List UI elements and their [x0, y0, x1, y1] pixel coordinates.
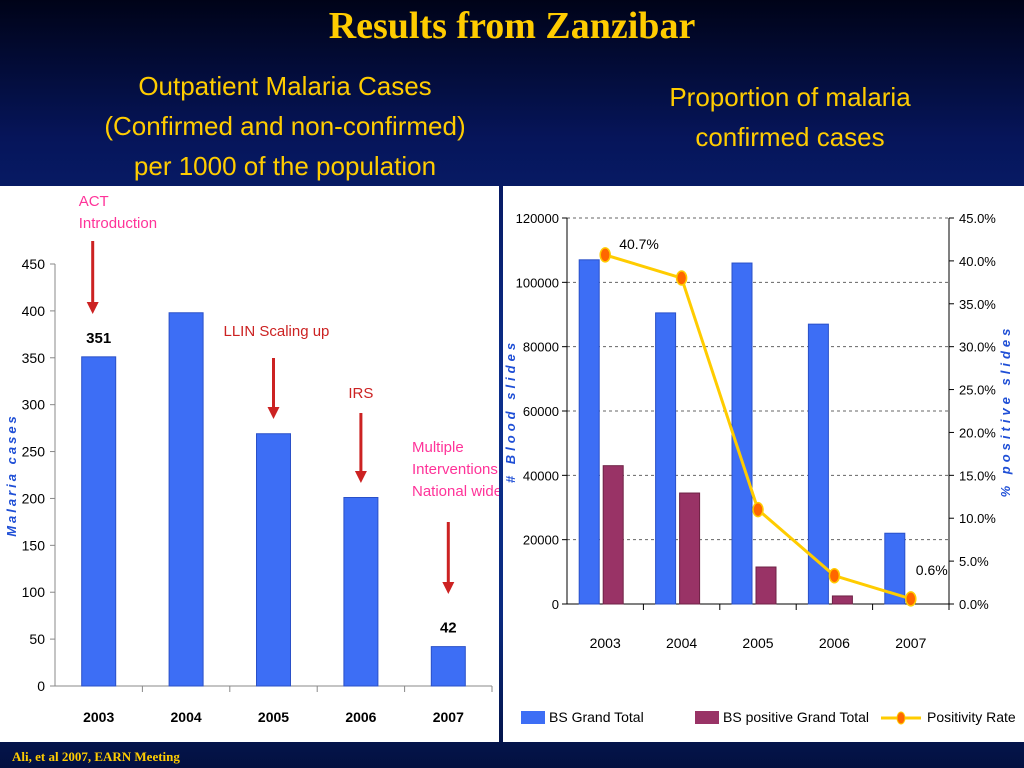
slide-title: Results from Zanzibar	[328, 5, 696, 47]
annotation-arrow-head	[354, 471, 367, 483]
annotation-text: ACT	[79, 193, 109, 210]
y-tick-label: 200	[22, 490, 46, 506]
left-heading-line: Outpatient Malaria Cases	[138, 71, 432, 101]
annotation-text: National wide	[412, 483, 499, 500]
y-tick-label: 20000	[523, 533, 559, 548]
x-tick-label: 2007	[895, 635, 926, 651]
bar	[256, 433, 291, 687]
y-tick-label: 250	[22, 444, 46, 460]
x-tick-label: 2004	[171, 709, 202, 725]
y-tick-label: 450	[22, 256, 46, 272]
y2-tick-label: 25.0%	[959, 383, 996, 398]
bar-bs-grand-total	[884, 532, 906, 605]
y-tick-label: 40000	[523, 468, 559, 483]
y2-tick-label: 20.0%	[959, 425, 996, 440]
bar-bs-positive	[755, 566, 777, 605]
annotation-text: LLIN Scaling up	[224, 323, 330, 340]
data-label: 42	[440, 620, 457, 637]
y2-tick-label: 15.0%	[959, 468, 996, 483]
x-tick-label: 2007	[433, 709, 464, 725]
y-tick-label: 100000	[516, 275, 559, 290]
annotation-arrow-head	[86, 302, 99, 314]
y-axis-label: # Blood slides	[503, 339, 518, 483]
y2-tick-label: 40.0%	[959, 254, 996, 269]
x-tick-label: 2003	[83, 709, 114, 725]
bar-bs-positive	[602, 465, 624, 605]
positivity-rate-point	[828, 567, 841, 584]
positivity-rate-point	[752, 501, 764, 518]
y2-tick-label: 35.0%	[959, 297, 996, 312]
y-tick-label: 50	[29, 631, 45, 647]
legend-swatch	[521, 711, 545, 724]
y-tick-label: 100	[22, 584, 46, 600]
annotation-arrow-head	[442, 582, 455, 594]
y-axis-label: Malaria cases	[4, 413, 19, 537]
y-tick-label: 350	[22, 350, 46, 366]
confirmed-cases-chart-panel: 0 20000 40000 60000 80000 100000 120000 0.0% 5.0…	[503, 186, 1024, 742]
bar	[343, 497, 379, 687]
y-tick-label: 60000	[523, 404, 559, 419]
positivity-rate-point	[599, 247, 611, 263]
y-tick-label: 0	[552, 597, 559, 612]
annotation-text: Multiple	[412, 439, 464, 456]
bar	[81, 356, 117, 687]
bar-bs-grand-total	[578, 259, 600, 605]
citation-footer: Ali, et al 2007, EARN Meeting	[12, 749, 180, 764]
legend-label: BS Grand Total	[549, 709, 644, 725]
y-tick-label: 0	[37, 678, 45, 694]
legend-swatch	[695, 711, 719, 724]
positivity-rate-point	[675, 270, 688, 286]
left-chart-heading: Outpatient Malaria Cases (Confirmed and …	[30, 66, 540, 186]
bar-bs-positive	[831, 595, 853, 605]
left-heading-line: per 1000 of the population	[133, 151, 437, 181]
y2-tick-label: 5.0%	[959, 554, 989, 569]
positivity-rate-line	[604, 253, 912, 601]
bar	[430, 646, 466, 687]
y2-tick-label: 0.0%	[959, 597, 989, 612]
x-tick-label: 2006	[819, 635, 850, 651]
y2-axis-label: % positive slides	[998, 325, 1013, 498]
positivity-rate-point	[905, 591, 917, 607]
x-tick-label: 2003	[590, 635, 621, 651]
bar-bs-grand-total	[807, 323, 829, 605]
right-heading-line: confirmed cases	[695, 122, 885, 152]
annotation-text: Interventions	[412, 461, 498, 478]
y-tick-label: 80000	[523, 340, 559, 355]
right-heading-line: Proportion of malaria	[669, 82, 911, 112]
y-tick-label: 300	[22, 397, 46, 413]
y-tick-label: 120000	[516, 211, 559, 226]
y2-tick-label: 30.0%	[959, 340, 996, 355]
annotation-text: Introduction	[79, 215, 157, 232]
data-label: 0.6%	[916, 562, 948, 578]
data-label: 351	[86, 330, 111, 347]
annotation-text: IRS	[348, 385, 373, 402]
confirmed-cases-chart: 0 20000 40000 60000 80000 100000 120000 0.0% 5.0…	[503, 211, 1016, 725]
x-tick-label: 2005	[742, 635, 773, 651]
right-chart-heading: Proportion of malaria confirmed cases	[590, 77, 990, 157]
x-tick-label: 2006	[345, 709, 376, 725]
legend-marker	[896, 711, 906, 725]
legend-label: Positivity Rate	[927, 709, 1016, 725]
bar-bs-positive	[679, 492, 701, 605]
x-tick-label: 2005	[258, 709, 289, 725]
data-label: 40.7%	[619, 236, 659, 252]
legend-label: BS positive Grand Total	[723, 709, 869, 725]
bar-bs-grand-total	[655, 312, 677, 605]
y-tick-label: 400	[22, 303, 46, 319]
x-tick-label: 2004	[666, 635, 697, 651]
annotation-arrow-head	[267, 407, 280, 419]
malaria-cases-chart-panel: 0 50 100 150 200 250 300 350 400 450 Malaria cases…	[0, 186, 502, 742]
bar-bs-grand-total	[731, 262, 753, 605]
y2-tick-label: 10.0%	[959, 511, 996, 526]
malaria-cases-chart: 0 50 100 150 200 250 300 350 400 450 Malaria cases…	[4, 193, 502, 725]
left-heading-line: (Confirmed and non-confirmed)	[104, 111, 466, 141]
y2-tick-label: 45.0%	[959, 211, 996, 226]
bar	[168, 312, 204, 687]
y-tick-label: 150	[22, 537, 46, 553]
